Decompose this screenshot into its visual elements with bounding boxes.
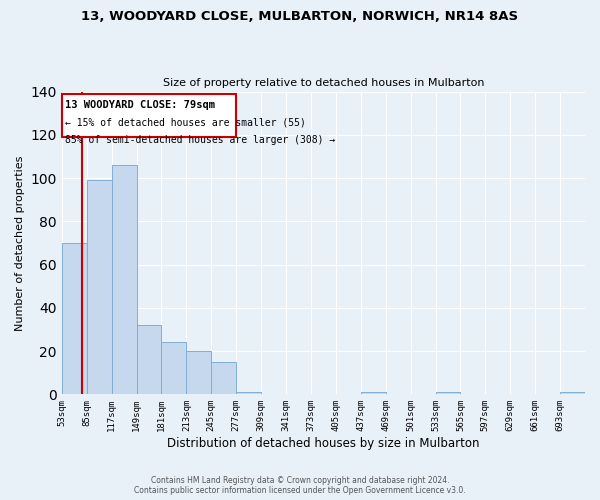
Bar (211, 362, 236, 394)
Y-axis label: Number of detached properties: Number of detached properties (15, 156, 25, 330)
Text: 13 WOODYARD CLOSE: 79sqm: 13 WOODYARD CLOSE: 79sqm (65, 100, 215, 110)
Bar (87, 180, 112, 394)
Bar (112, 165, 137, 394)
X-axis label: Distribution of detached houses by size in Mulbarton: Distribution of detached houses by size … (167, 437, 479, 450)
Text: 13, WOODYARD CLOSE, MULBARTON, NORWICH, NR14 8AS: 13, WOODYARD CLOSE, MULBARTON, NORWICH, … (82, 10, 518, 23)
Text: Contains HM Land Registry data © Crown copyright and database right 2024.
Contai: Contains HM Land Registry data © Crown c… (134, 476, 466, 495)
Bar (187, 351, 211, 395)
Bar (560, 392, 585, 394)
Bar (137, 325, 161, 394)
Bar (62, 243, 87, 394)
Bar (436, 392, 460, 394)
Text: ← 15% of detached houses are smaller (55): ← 15% of detached houses are smaller (55… (65, 118, 306, 128)
Text: 85% of semi-detached houses are larger (308) →: 85% of semi-detached houses are larger (… (65, 135, 335, 145)
Bar (161, 342, 187, 394)
Bar (361, 392, 386, 394)
Bar (236, 392, 261, 394)
Title: Size of property relative to detached houses in Mulbarton: Size of property relative to detached ho… (163, 78, 484, 88)
Bar (62, 94, 236, 137)
